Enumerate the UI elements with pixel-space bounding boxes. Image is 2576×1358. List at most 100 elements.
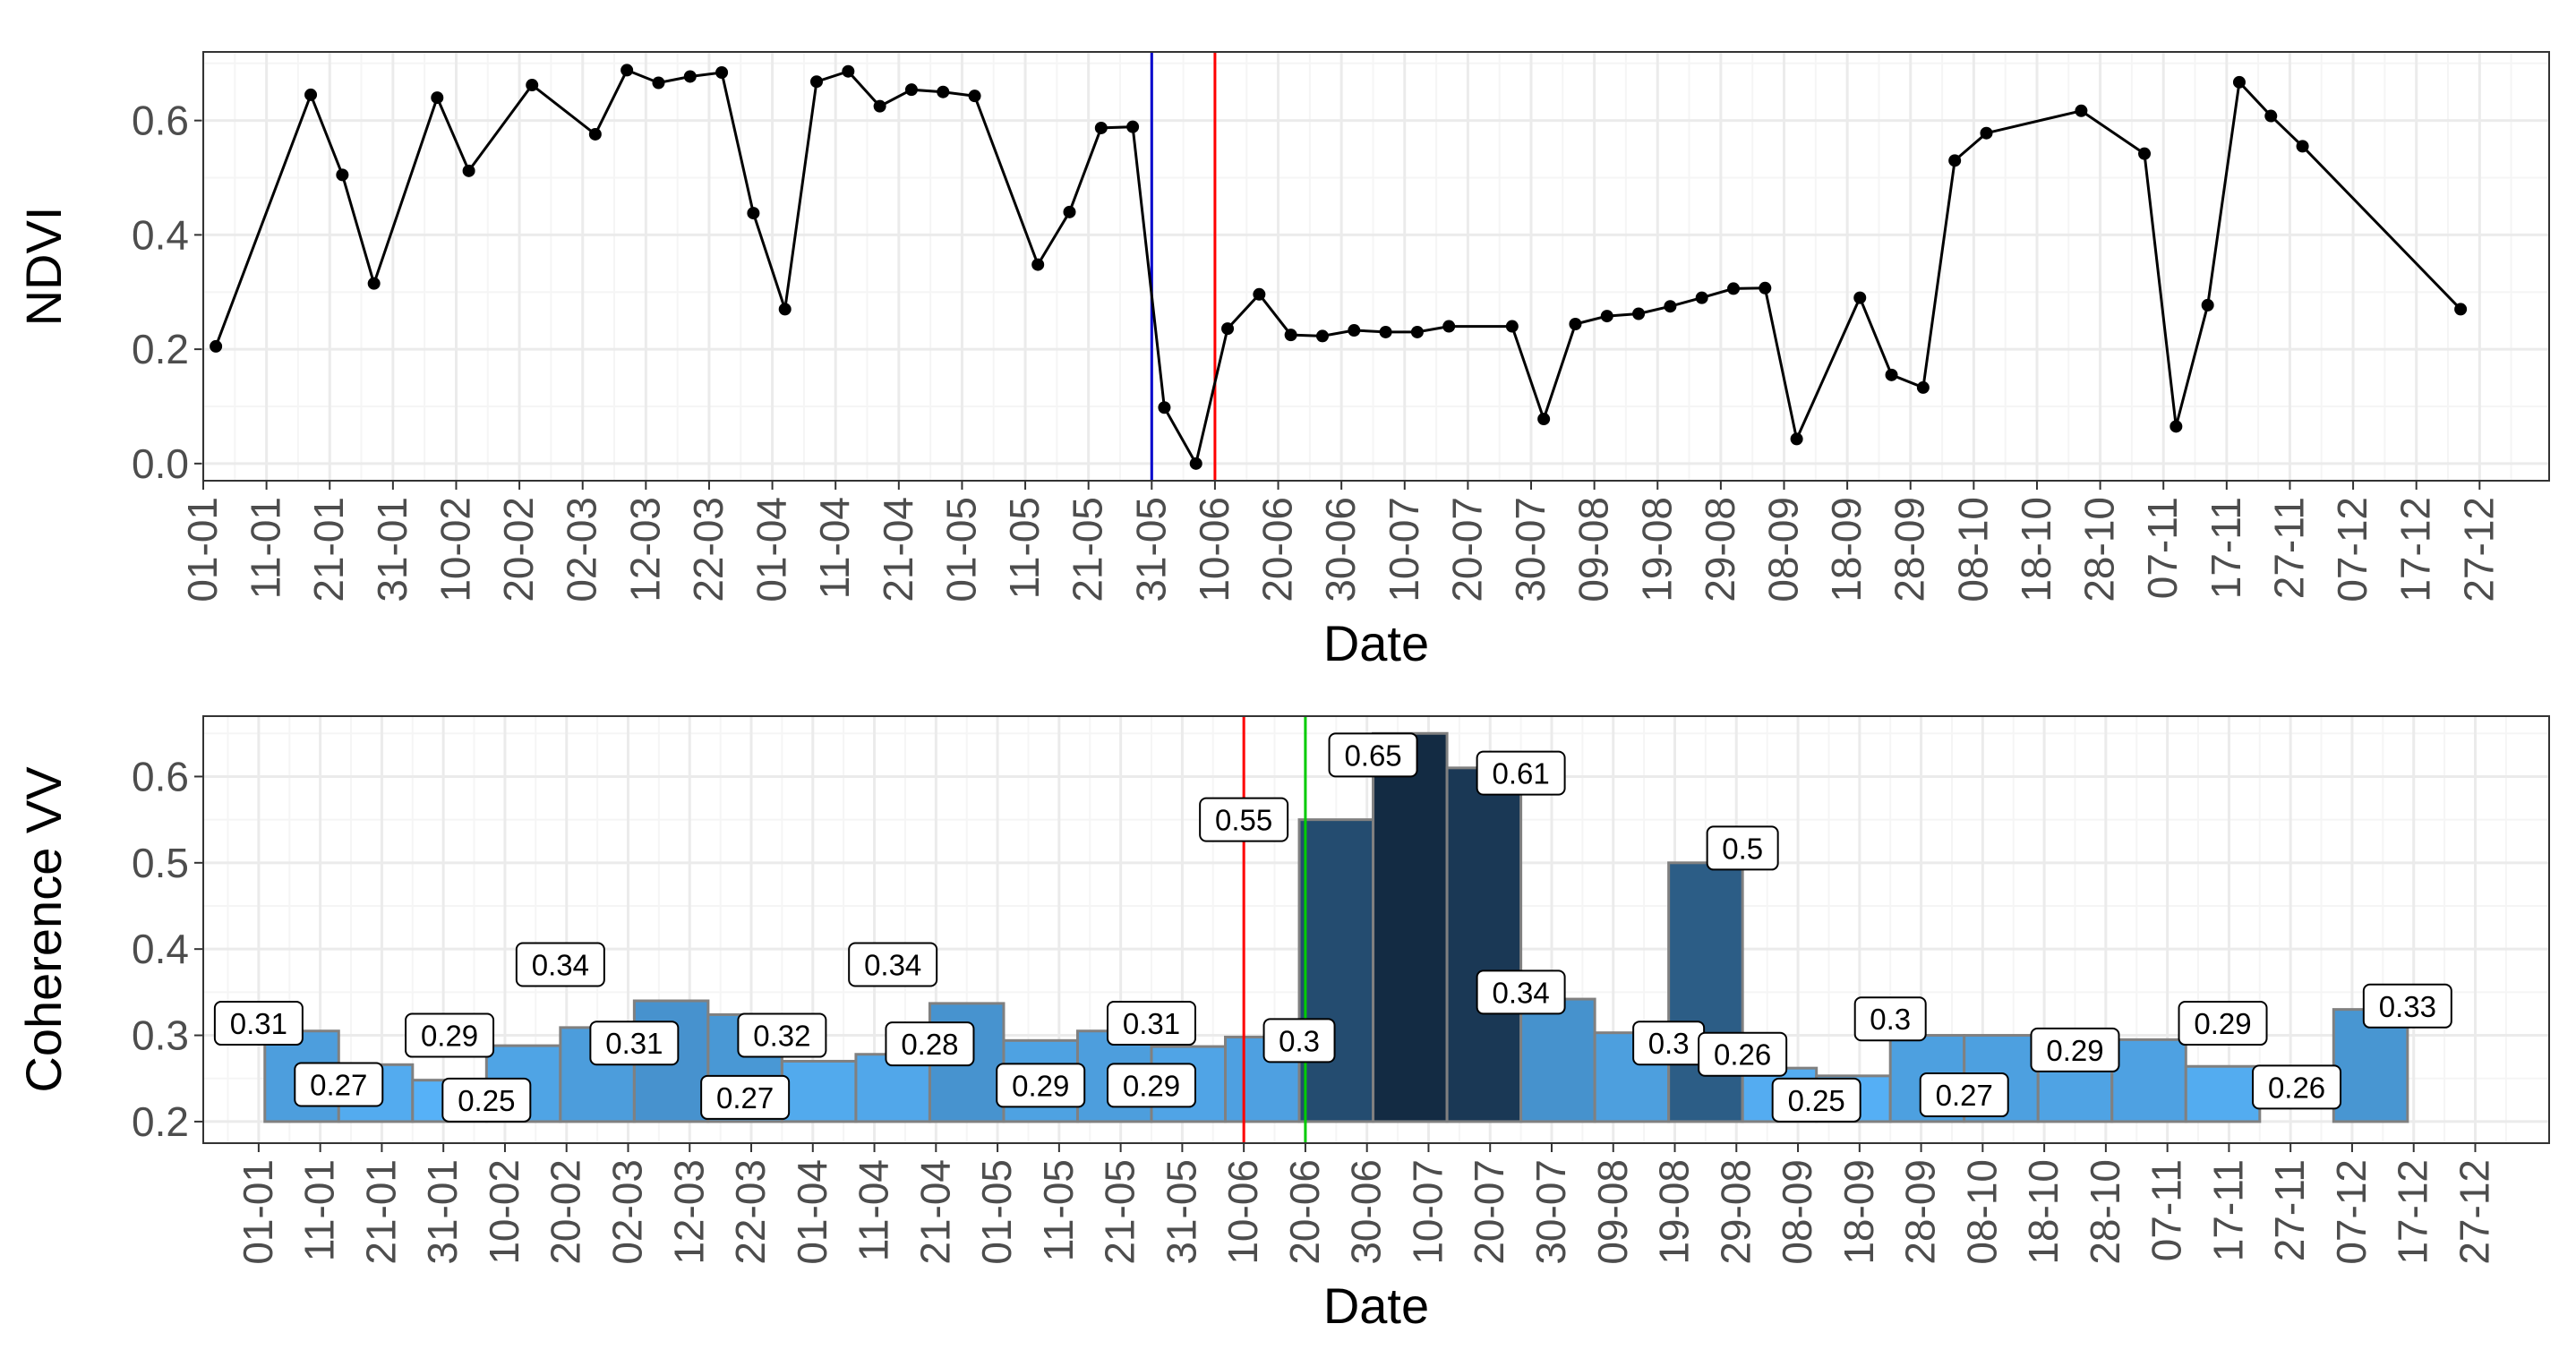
- x-tick-label: 27-11: [2266, 1159, 2313, 1261]
- coherence-bar: [2184, 1064, 2262, 1123]
- ndvi-data-point: [2232, 75, 2246, 89]
- x-axis-title: Date: [1323, 1277, 1429, 1334]
- ndvi-data-point: [842, 64, 855, 78]
- data-label: 0.61: [1492, 757, 1549, 790]
- ndvi-data-point: [2169, 420, 2183, 433]
- ndvi-data-point: [1442, 320, 1456, 333]
- x-tick-label: 01-04: [789, 1159, 835, 1265]
- x-tick-label: 21-01: [357, 1159, 404, 1265]
- x-tick-label: 01-01: [235, 1159, 281, 1265]
- y-tick-label: 0.6: [132, 753, 189, 799]
- data-label: 0.5: [1722, 832, 1763, 865]
- ndvi-data-point: [2264, 109, 2278, 123]
- data-label: 0.27: [310, 1068, 367, 1101]
- ndvi-data-point: [1158, 401, 1171, 414]
- y-tick-label: 0.2: [132, 326, 189, 372]
- x-tick-label: 31-01: [419, 1159, 466, 1265]
- data-label: 0.26: [2268, 1071, 2325, 1104]
- y-axis-title: Coherence VV: [15, 766, 72, 1093]
- y-tick-label: 0.4: [132, 926, 189, 972]
- data-label-box: [2252, 1064, 2342, 1110]
- data-label-box: [1328, 732, 1418, 778]
- ndvi-data-point: [1759, 281, 1772, 295]
- ndvi-data-point: [210, 339, 223, 353]
- ndvi-data-point: [1031, 258, 1045, 271]
- x-tick-label: 30-06: [1317, 497, 1364, 602]
- ndvi-data-point: [1379, 325, 1392, 338]
- x-tick-label: 18-09: [1836, 1159, 1882, 1265]
- data-label: 0.33: [2379, 990, 2436, 1023]
- ndvi-data-point: [620, 64, 634, 77]
- data-label-box: [2178, 1001, 2268, 1046]
- ndvi-data-point: [526, 79, 539, 92]
- x-tick-label: 31-05: [1158, 1159, 1204, 1265]
- data-label: 0.3: [1279, 1024, 1320, 1057]
- x-tick-label: 21-05: [1097, 1159, 1143, 1265]
- ndvi-data-point: [778, 303, 792, 316]
- ndvi-data-point: [2296, 140, 2309, 153]
- x-tick-label: 28-09: [1897, 1159, 1944, 1265]
- data-label-box: [1262, 1018, 1336, 1063]
- x-tick-label: 08-09: [1759, 497, 1806, 602]
- ndvi-data-point: [1885, 368, 1898, 381]
- x-tick-label: 17-11: [2203, 497, 2249, 599]
- x-tick-label: 01-05: [973, 1159, 1020, 1265]
- data-label-box: [294, 1062, 384, 1107]
- ndvi-data-point: [1094, 121, 1108, 134]
- coherence-bar: [1372, 731, 1449, 1123]
- data-label-box: [1853, 996, 1927, 1042]
- ndvi-data-point: [1348, 324, 1361, 337]
- x-tick-label: 31-01: [369, 497, 415, 602]
- data-label: 0.29: [1012, 1069, 1069, 1102]
- x-tick-label: 20-07: [1466, 1159, 1512, 1265]
- ndvi-data-point: [431, 91, 444, 105]
- x-tick-label: 21-05: [1065, 497, 1111, 602]
- data-label: 0.29: [1123, 1069, 1180, 1102]
- ndvi-data-point: [747, 207, 760, 220]
- x-tick-label: 10-06: [1191, 497, 1237, 602]
- plot-panel: [203, 52, 2549, 481]
- data-label-box: [996, 1063, 1086, 1108]
- x-tick-label: 02-03: [559, 497, 605, 602]
- data-label: 0.29: [2194, 1007, 2251, 1040]
- ndvi-data-point: [304, 88, 318, 101]
- x-tick-label: 28-10: [2082, 1159, 2128, 1265]
- x-tick-label: 09-08: [1570, 497, 1617, 602]
- data-label-box: [1919, 1072, 2009, 1118]
- ndvi-data-point: [1569, 318, 1582, 331]
- x-tick-label: 09-08: [1589, 1159, 1636, 1265]
- y-tick-label: 0.0: [132, 440, 189, 487]
- data-label-box: [737, 1012, 827, 1058]
- x-tick-label: 12-03: [665, 1159, 712, 1265]
- x-axis-title: Date: [1323, 615, 1429, 671]
- ndvi-data-point: [1695, 291, 1708, 304]
- x-tick-label: 12-03: [621, 497, 668, 602]
- data-label: 0.31: [605, 1027, 663, 1060]
- data-label: 0.32: [753, 1020, 810, 1053]
- data-label: 0.29: [2046, 1034, 2103, 1067]
- data-label: 0.3: [1870, 1003, 1911, 1036]
- x-tick-label: 28-09: [1887, 497, 1933, 602]
- y-tick-label: 0.2: [132, 1098, 189, 1145]
- x-tick-label: 07-12: [2328, 1159, 2375, 1265]
- coherence-bar: [2110, 1038, 2187, 1123]
- x-tick-label: 20-06: [1281, 1159, 1328, 1265]
- x-tick-label: 11-01: [243, 497, 289, 599]
- panel-border: [202, 715, 2550, 1144]
- x-tick-label: 11-05: [1001, 497, 1048, 599]
- x-tick-label: 11-04: [811, 497, 858, 599]
- ndvi-data-point: [810, 75, 824, 89]
- ndvi-data-point: [1853, 291, 1867, 304]
- x-tick-label: 30-07: [1528, 1159, 1574, 1265]
- ndvi-data-point: [873, 99, 886, 113]
- coherence-vv-chart: 0.2 0.3 0.4 0.5 0.6 01-01 11-01 21-01 31-01 10-02…: [15, 715, 2550, 1334]
- data-label-box: [515, 942, 605, 987]
- x-tick-label: 17-12: [2390, 1159, 2436, 1265]
- data-label: 0.27: [716, 1081, 774, 1115]
- data-label-box: [1771, 1077, 1861, 1123]
- data-label-box: [213, 1001, 304, 1046]
- ndvi-data-point: [2454, 303, 2468, 316]
- x-tick-label: 22-03: [727, 1159, 774, 1265]
- x-tick-label: 20-07: [1443, 497, 1490, 602]
- x-tick-label: 01-04: [749, 497, 795, 602]
